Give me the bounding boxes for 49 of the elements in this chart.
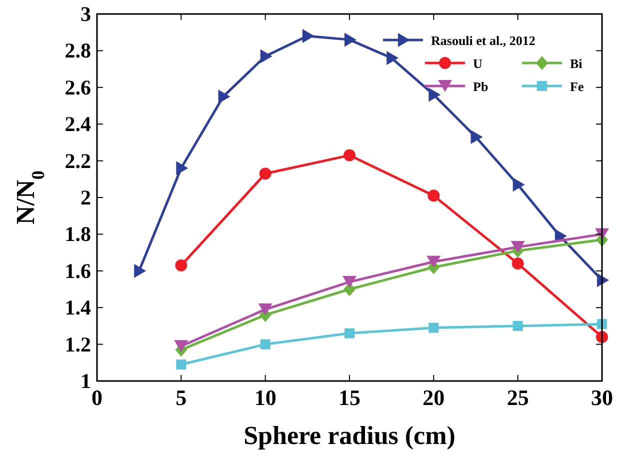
x-tick-label: 20 <box>422 385 445 410</box>
point <box>428 322 439 333</box>
point <box>260 339 270 350</box>
point <box>260 49 272 64</box>
point <box>259 168 272 180</box>
point <box>344 328 354 338</box>
x-tick-label: 30 <box>591 385 613 410</box>
point <box>174 340 188 352</box>
x-tick-label: 5 <box>176 385 187 410</box>
legend-label: Rasouli et al., 2012 <box>431 33 536 48</box>
legend-label: Pb <box>473 79 488 94</box>
point <box>218 90 230 104</box>
y-tick-label: 1.8 <box>64 222 91 246</box>
x-tick-label: 15 <box>338 385 360 410</box>
x-tick-label: 0 <box>92 385 102 410</box>
y-tick-label: 1.2 <box>64 332 91 356</box>
point <box>134 264 146 278</box>
x-tick-label: 10 <box>254 385 276 410</box>
y-tick-label: 1.4 <box>64 296 92 320</box>
point <box>302 29 314 44</box>
y-tick-label: 2.4 <box>64 112 92 136</box>
point <box>386 51 399 66</box>
point <box>258 303 272 316</box>
point <box>512 178 525 192</box>
point <box>344 32 356 47</box>
point <box>175 259 188 272</box>
point <box>470 130 483 144</box>
point <box>176 161 188 176</box>
y-tick-label: 2.2 <box>64 148 91 173</box>
legend-label: Fe <box>570 79 584 94</box>
point <box>428 190 440 202</box>
y-tick-label: 3 <box>80 2 91 26</box>
point <box>176 359 186 370</box>
point <box>510 241 525 254</box>
legend-label: U <box>473 56 483 71</box>
point <box>342 276 356 288</box>
y-tick-label: 2 <box>80 186 91 210</box>
point <box>428 88 441 102</box>
y-tick-label: 1 <box>80 369 91 393</box>
y-tick-label: 1.6 <box>64 258 91 283</box>
point <box>512 258 524 270</box>
y-tick-label: 2.6 <box>64 75 91 100</box>
point <box>344 149 356 162</box>
y-tick-label: 2.8 <box>64 38 91 63</box>
x-axis-title: Sphere radius (cm) <box>244 421 456 450</box>
point <box>426 256 441 268</box>
legend-label: Bi <box>570 56 583 71</box>
point <box>512 320 523 331</box>
x-tick-label: 25 <box>506 385 529 410</box>
